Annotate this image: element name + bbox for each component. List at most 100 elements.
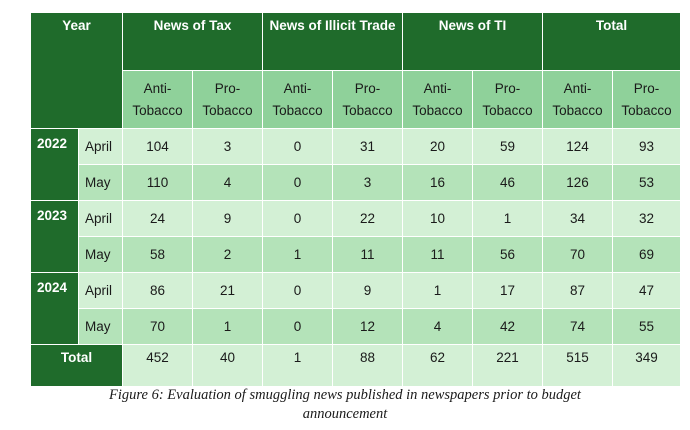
value-cell: 104 — [122, 128, 193, 165]
table-row: May 110 4 0 3 16 46 126 53 — [31, 164, 682, 201]
group-header-tax: News of Tax — [122, 12, 263, 71]
month-cell: May — [78, 164, 123, 201]
value-cell: 4 — [192, 164, 263, 201]
value-cell: 70 — [122, 308, 193, 345]
subheader-anti-tobacco: Anti- Tobacco — [402, 70, 474, 129]
group-header-ti: News of TI — [402, 12, 544, 71]
value-cell: 9 — [192, 200, 263, 237]
subheader-row: Anti- Tobacco Pro- Tobacco Anti- Tobacco Pro- T… — [31, 70, 682, 129]
table-row: 2022 April 104 3 0 31 20 59 124 93 — [30, 128, 682, 201]
subheader-line-1: Pro- — [354, 80, 381, 96]
total-value-cell: 88 — [331, 344, 404, 387]
subheader-line-2: Tobacco — [272, 102, 323, 118]
year-cell: 2022 — [30, 128, 79, 201]
year-cell: 2024 — [30, 272, 79, 345]
value-cell: 124 — [542, 128, 614, 165]
subheader-line-1: Pro- — [214, 80, 241, 96]
value-cell: 56 — [472, 236, 544, 273]
total-label: Total — [30, 344, 123, 387]
value-cell: 2 — [192, 236, 263, 273]
value-cell: 10 — [402, 200, 474, 237]
value-cell: 70 — [542, 236, 614, 273]
value-cell: 12 — [331, 308, 404, 345]
subheader-anti-tobacco: Anti- Tobacco — [262, 70, 333, 129]
value-cell: 31 — [331, 128, 404, 165]
total-value-cell: 40 — [192, 344, 263, 387]
value-cell: 110 — [122, 164, 193, 201]
subheader-line-1: Anti- — [423, 80, 452, 96]
subheader-line-2: Tobacco — [202, 102, 253, 118]
value-cell: 126 — [542, 164, 614, 201]
month-cell: April — [78, 128, 123, 165]
value-cell: 69 — [612, 236, 682, 273]
total-value-cell: 1 — [262, 344, 333, 387]
table-row: May 70 1 0 12 4 42 74 55 — [31, 308, 682, 345]
value-cell: 46 — [472, 164, 544, 201]
value-cell: 0 — [262, 128, 333, 165]
subheader-anti-tobacco: Anti- Tobacco — [542, 70, 614, 129]
subheader-anti-tobacco: Anti- Tobacco — [122, 70, 193, 129]
value-cell: 86 — [122, 272, 193, 309]
value-cell: 32 — [612, 200, 682, 237]
value-cell: 74 — [542, 308, 614, 345]
value-cell: 11 — [331, 236, 404, 273]
month-cell: April — [78, 200, 123, 237]
table-row: 2024 April 86 21 0 9 1 17 87 47 — [30, 272, 682, 345]
value-cell: 47 — [612, 272, 682, 309]
subheader-line-2: Tobacco — [342, 102, 393, 118]
value-cell: 0 — [262, 308, 333, 345]
caption-line-2: announcement — [302, 406, 388, 422]
year-header: Year — [30, 12, 123, 129]
subheader-line-1: Pro- — [633, 80, 660, 96]
subheader-pro-tobacco: Pro- Tobacco — [331, 70, 404, 129]
subheader-pro-tobacco: Pro- Tobacco — [472, 70, 544, 129]
value-cell: 1 — [402, 272, 474, 309]
value-cell: 87 — [542, 272, 614, 309]
value-cell: 1 — [262, 236, 333, 273]
value-cell: 24 — [122, 200, 193, 237]
value-cell: 1 — [192, 308, 263, 345]
total-row: Total 452 40 1 88 62 221 515 349 — [30, 344, 682, 387]
subheader-line-2: Tobacco — [412, 102, 463, 118]
value-cell: 20 — [402, 128, 474, 165]
value-cell: 3 — [331, 164, 404, 201]
figure-caption: Figure 6: Evaluation of smuggling news p… — [0, 386, 690, 424]
table-row: May 58 2 1 11 11 56 70 69 — [31, 236, 682, 273]
subheader-line-2: Tobacco — [482, 102, 533, 118]
value-cell: 53 — [612, 164, 682, 201]
value-cell: 0 — [262, 164, 333, 201]
value-cell: 42 — [472, 308, 544, 345]
data-table-container: Year News of Tax News of Illicit Trade N… — [30, 12, 682, 387]
value-cell: 17 — [472, 272, 544, 309]
total-value-cell: 349 — [612, 344, 682, 387]
value-cell: 1 — [472, 200, 544, 237]
subheader-pro-tobacco: Pro- Tobacco — [612, 70, 682, 129]
subheader-line-1: Anti- — [283, 80, 312, 96]
month-cell: May — [78, 308, 123, 345]
subheader-line-2: Tobacco — [621, 102, 672, 118]
value-cell: 93 — [612, 128, 682, 165]
total-value-cell: 221 — [472, 344, 544, 387]
month-cell: April — [78, 272, 123, 309]
table-body: 2022 April 104 3 0 31 20 59 124 93 May 110 4 0 3 16 46 12… — [30, 128, 682, 387]
total-value-cell: 515 — [542, 344, 614, 387]
value-cell: 3 — [192, 128, 263, 165]
value-cell: 55 — [612, 308, 682, 345]
value-cell: 9 — [331, 272, 404, 309]
total-value-cell: 452 — [122, 344, 193, 387]
subheader-line-2: Tobacco — [132, 102, 183, 118]
value-cell: 22 — [331, 200, 404, 237]
value-cell: 59 — [472, 128, 544, 165]
value-cell: 16 — [402, 164, 474, 201]
value-cell: 21 — [192, 272, 263, 309]
value-cell: 11 — [402, 236, 474, 273]
value-cell: 0 — [262, 272, 333, 309]
value-cell: 0 — [262, 200, 333, 237]
smuggling-news-table: Year News of Tax News of Illicit Trade N… — [30, 12, 682, 387]
year-cell: 2023 — [30, 200, 79, 273]
value-cell: 4 — [402, 308, 474, 345]
subheader-line-2: Tobacco — [552, 102, 603, 118]
subheader-pro-tobacco: Pro- Tobacco — [192, 70, 263, 129]
total-value-cell: 62 — [402, 344, 474, 387]
group-header-illicit-trade: News of Illicit Trade — [261, 12, 404, 71]
